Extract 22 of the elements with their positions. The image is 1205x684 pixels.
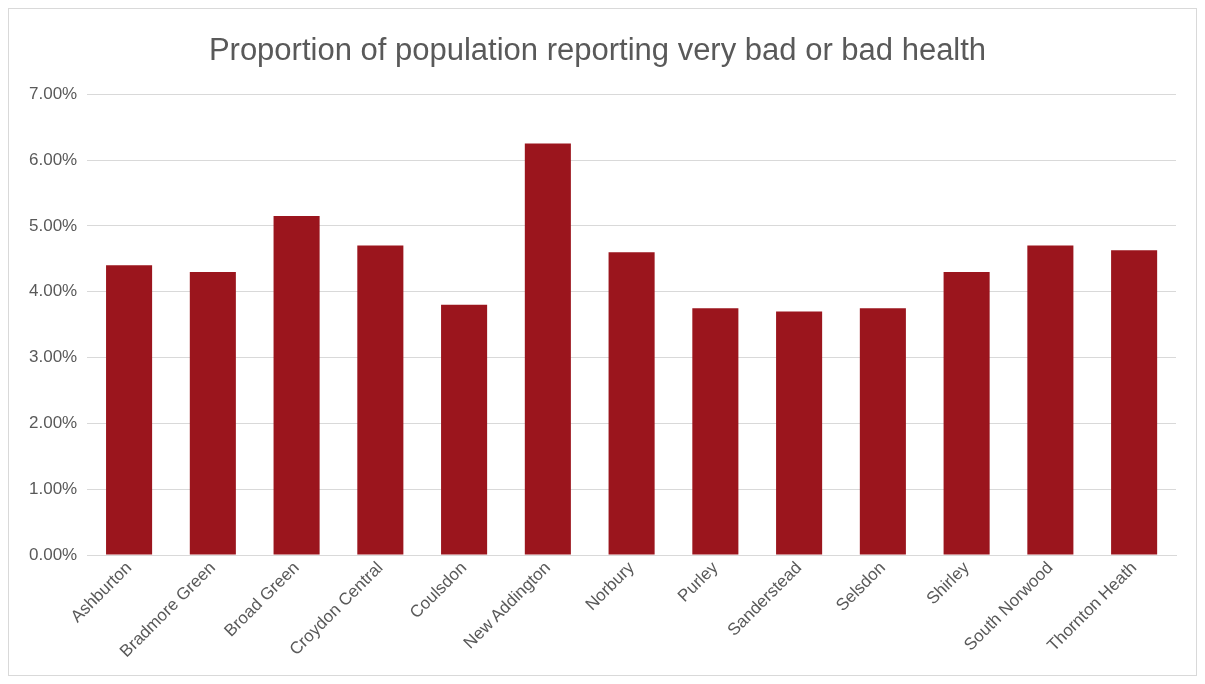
y-tick-label: 3.00% [29, 347, 78, 367]
bar [441, 304, 488, 555]
bar [357, 245, 404, 555]
y-tick-label: 1.00% [29, 478, 78, 498]
y-tick-label: 0.00% [29, 544, 78, 564]
bar [524, 143, 571, 555]
bar [1027, 245, 1074, 555]
bar [776, 311, 823, 555]
bar [608, 252, 655, 555]
chart-title: Proportion of population reporting very bad or bad health [208, 32, 987, 68]
bar [943, 271, 990, 555]
bar [106, 265, 153, 555]
bar [692, 308, 739, 555]
y-tick-label: 2.00% [29, 413, 78, 433]
bar [189, 271, 236, 555]
y-tick-label: 7.00% [29, 83, 78, 103]
y-tick-label: 5.00% [29, 215, 78, 235]
y-tick-label: 4.00% [29, 281, 78, 301]
bar [1111, 250, 1158, 555]
bar [273, 216, 320, 555]
bar [859, 308, 906, 555]
y-tick-label: 6.00% [29, 149, 78, 169]
